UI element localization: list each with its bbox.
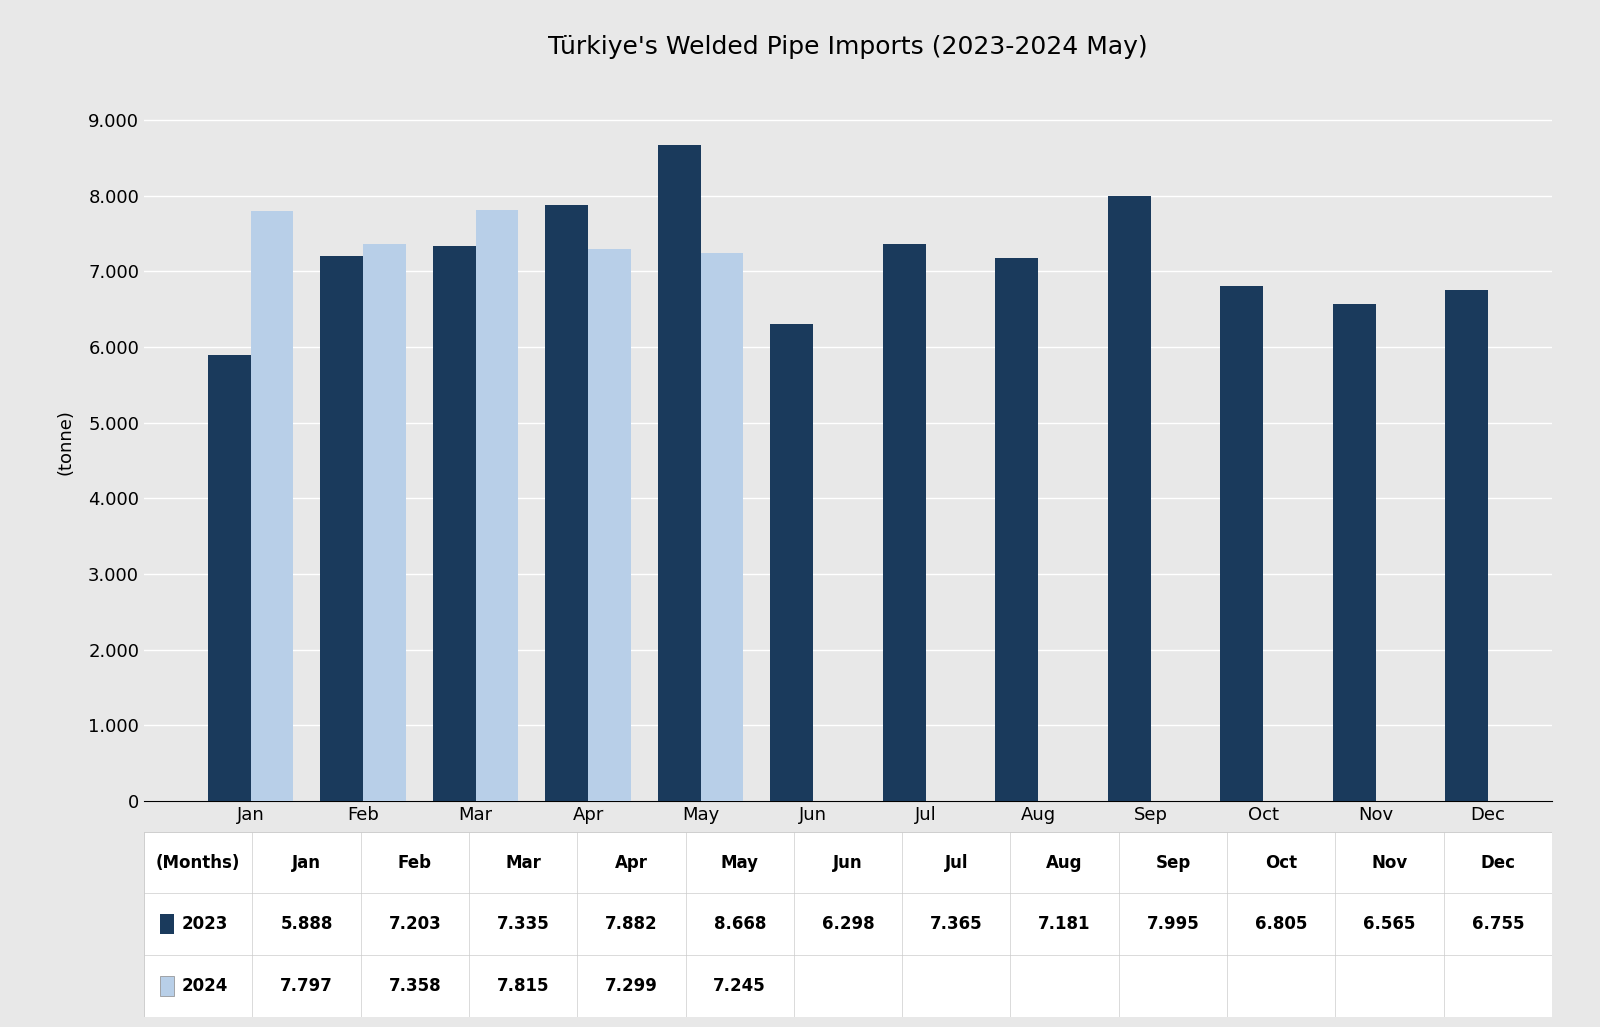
- Text: Jan: Jan: [291, 853, 322, 872]
- Text: 6.805: 6.805: [1254, 915, 1307, 934]
- Bar: [658, 145, 701, 801]
- Bar: [1445, 290, 1488, 801]
- Text: 8.668: 8.668: [714, 915, 766, 934]
- Bar: [1333, 304, 1376, 801]
- Text: 6.565: 6.565: [1363, 915, 1416, 934]
- Bar: [160, 976, 174, 996]
- Text: (Months): (Months): [155, 853, 240, 872]
- Text: Jun: Jun: [834, 853, 862, 872]
- Text: Nov: Nov: [1371, 853, 1408, 872]
- Bar: [1107, 196, 1150, 801]
- Text: 5.888: 5.888: [280, 915, 333, 934]
- Text: 7.882: 7.882: [605, 915, 658, 934]
- Text: 6.755: 6.755: [1472, 915, 1525, 934]
- Bar: [320, 256, 363, 801]
- Text: Mar: Mar: [506, 853, 541, 872]
- Bar: [475, 210, 518, 801]
- Text: May: May: [720, 853, 758, 872]
- Text: Dec: Dec: [1480, 853, 1515, 872]
- Text: Aug: Aug: [1046, 853, 1083, 872]
- Text: Feb: Feb: [398, 853, 432, 872]
- Text: Oct: Oct: [1266, 853, 1298, 872]
- Bar: [251, 211, 293, 801]
- Bar: [208, 355, 251, 801]
- Bar: [434, 246, 475, 801]
- Text: 7.358: 7.358: [389, 977, 442, 995]
- Text: Apr: Apr: [614, 853, 648, 872]
- Text: Jul: Jul: [944, 853, 968, 872]
- Text: 7.995: 7.995: [1147, 915, 1200, 934]
- Bar: [589, 249, 630, 801]
- Bar: [1221, 287, 1262, 801]
- Title: Türkiye's Welded Pipe Imports (2023-2024 May): Türkiye's Welded Pipe Imports (2023-2024…: [549, 35, 1147, 60]
- Bar: [995, 258, 1038, 801]
- Text: 7.203: 7.203: [389, 915, 442, 934]
- Text: 7.181: 7.181: [1038, 915, 1091, 934]
- Text: 2024: 2024: [182, 977, 229, 995]
- Text: Sep: Sep: [1155, 853, 1190, 872]
- Text: 2023: 2023: [182, 915, 229, 934]
- Y-axis label: (tonne): (tonne): [56, 409, 74, 474]
- Text: 6.298: 6.298: [822, 915, 874, 934]
- Bar: [160, 914, 174, 935]
- Text: 7.299: 7.299: [605, 977, 658, 995]
- Text: 7.335: 7.335: [496, 915, 549, 934]
- Bar: [770, 325, 813, 801]
- Bar: [701, 253, 744, 801]
- Text: 7.245: 7.245: [714, 977, 766, 995]
- Bar: [363, 244, 406, 801]
- Text: 7.815: 7.815: [498, 977, 549, 995]
- Bar: [546, 204, 589, 801]
- Text: 7.797: 7.797: [280, 977, 333, 995]
- Text: 7.365: 7.365: [930, 915, 982, 934]
- Bar: [883, 243, 926, 801]
